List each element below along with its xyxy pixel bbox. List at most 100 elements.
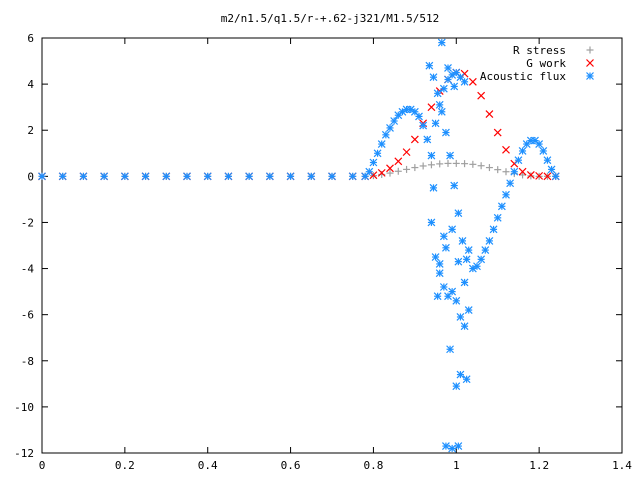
data-point xyxy=(245,172,254,181)
data-point xyxy=(386,123,394,132)
data-point xyxy=(427,103,436,112)
data-point xyxy=(448,225,457,234)
data-point xyxy=(464,246,473,255)
y-tick-label: -10 xyxy=(14,401,34,414)
data-point xyxy=(446,151,454,160)
data-point xyxy=(411,164,419,172)
data-point xyxy=(436,160,444,168)
data-point xyxy=(415,112,423,121)
data-point xyxy=(543,156,552,165)
data-point xyxy=(506,179,515,188)
y-tick-label: 4 xyxy=(27,78,34,91)
x-tick-label: 1.2 xyxy=(529,459,549,472)
data-point xyxy=(433,89,442,98)
y-tick-label: -6 xyxy=(21,309,34,322)
data-point xyxy=(365,167,374,176)
data-point xyxy=(307,172,316,181)
x-tick-label: 0.4 xyxy=(198,459,218,472)
data-point xyxy=(493,128,502,137)
data-point xyxy=(493,213,502,222)
data-point xyxy=(423,135,432,144)
data-point xyxy=(224,172,233,181)
x-tick-label: 0.2 xyxy=(115,459,135,472)
data-point xyxy=(437,38,446,47)
data-point xyxy=(381,130,390,139)
x-tick-label: 1.4 xyxy=(612,459,632,472)
y-tick-label: 6 xyxy=(27,32,34,45)
data-point xyxy=(38,172,46,181)
data-point xyxy=(448,287,457,296)
data-point xyxy=(477,255,486,264)
data-point xyxy=(377,140,386,148)
data-point xyxy=(485,236,494,245)
data-point xyxy=(527,172,535,180)
data-point xyxy=(120,172,129,181)
data-point xyxy=(435,269,444,278)
data-point xyxy=(427,218,436,227)
data-point xyxy=(444,64,452,72)
data-point xyxy=(402,148,411,157)
y-tick-label: -4 xyxy=(21,263,35,276)
data-point xyxy=(494,166,502,174)
data-point xyxy=(454,442,463,451)
plot-frame xyxy=(41,37,623,454)
data-point xyxy=(265,172,274,181)
data-point xyxy=(348,172,357,181)
data-point xyxy=(454,209,463,218)
y-axis: -12 -10 -8 -6 -4 -2 0 2 4 6 xyxy=(14,32,622,460)
data-point xyxy=(502,145,510,154)
legend-marker xyxy=(586,72,594,80)
data-point xyxy=(377,168,386,177)
y-tick-label: -12 xyxy=(14,447,34,460)
data-point xyxy=(386,164,394,173)
data-point xyxy=(454,257,463,266)
data-point xyxy=(473,262,481,271)
data-point xyxy=(442,128,450,137)
data-point xyxy=(485,164,493,172)
legend-marker xyxy=(586,59,594,67)
data-point xyxy=(452,296,461,305)
data-point xyxy=(446,345,454,354)
data-point xyxy=(539,147,548,155)
data-point xyxy=(456,370,465,379)
data-point xyxy=(369,158,378,167)
data-point xyxy=(535,171,544,180)
data-point xyxy=(526,171,535,179)
legend-label: Acoustic flux xyxy=(480,70,566,83)
x-tick-label: 0 xyxy=(39,459,46,472)
data-point xyxy=(100,172,109,181)
data-point xyxy=(79,172,88,181)
data-point xyxy=(502,168,510,176)
data-point xyxy=(477,162,485,170)
data-point xyxy=(390,117,399,125)
data-point xyxy=(519,171,527,179)
y-tick-label: 0 xyxy=(27,170,34,183)
data-point xyxy=(433,292,442,301)
chart-title: m2/n1.5/q1.5/r-+.62-j321/M1.5/512 xyxy=(221,12,440,25)
data-point xyxy=(141,172,150,181)
x-axis: 0 0.2 0.4 0.6 0.8 1 1.2 1.4 xyxy=(39,38,632,472)
legend-marker xyxy=(586,46,594,54)
data-point xyxy=(510,167,519,176)
data-point xyxy=(468,77,477,86)
data-point xyxy=(373,149,382,158)
series-r-stress xyxy=(38,159,560,180)
data-point xyxy=(547,165,556,174)
data-point xyxy=(464,306,473,314)
data-point xyxy=(452,159,460,167)
legend-label: G work xyxy=(526,57,566,70)
data-point xyxy=(162,172,171,181)
data-point xyxy=(485,110,494,119)
data-point xyxy=(437,107,446,116)
data-point xyxy=(410,135,419,144)
data-point xyxy=(442,243,450,252)
data-point xyxy=(469,160,477,168)
data-point xyxy=(497,202,506,211)
data-point xyxy=(431,119,440,128)
data-point xyxy=(58,172,67,181)
data-point xyxy=(419,162,427,170)
data-point xyxy=(419,121,428,130)
data-point xyxy=(481,246,490,255)
